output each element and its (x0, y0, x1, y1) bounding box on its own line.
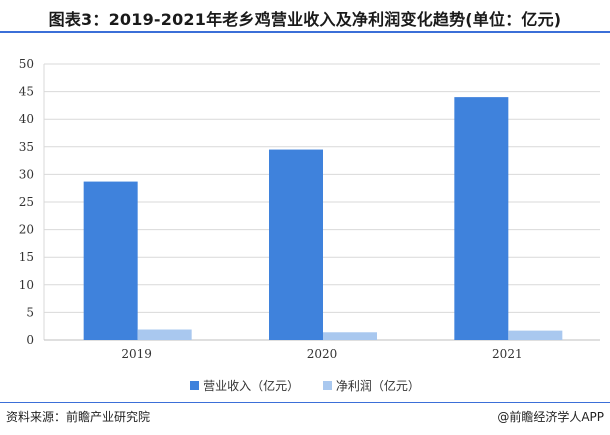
bar-profit (323, 332, 377, 340)
x-tick-label: 2021 (492, 347, 523, 360)
bar-revenue (269, 149, 323, 340)
legend-item-revenue: 营业收入（亿元） (190, 377, 299, 394)
y-tick-label: 15 (19, 250, 34, 264)
y-tick-label: 25 (19, 195, 34, 209)
y-tick-label: 50 (19, 57, 34, 71)
bar-chart: 0 5 10 15 20 25 30 35 40 45 50 2019 2020 2021 (19, 57, 600, 361)
chart-legend: 营业收入（亿元） 净利润（亿元） (0, 377, 610, 394)
x-tick-label: 2019 (121, 347, 152, 360)
y-tick-label: 20 (19, 223, 34, 237)
legend-swatch-profit (322, 381, 332, 390)
source-divider (0, 402, 610, 403)
bar-revenue (83, 181, 138, 340)
y-tick-label: 10 (19, 278, 34, 292)
legend-label-profit: 净利润（亿元） (335, 379, 420, 393)
y-tick-label: 5 (26, 305, 34, 319)
chart-title: 图表3：2019-2021年老乡鸡营业收入及净利润变化趋势(单位：亿元) (48, 10, 562, 29)
source-note: 资料来源：前瞻产业研究院 (6, 410, 151, 424)
legend-swatch-revenue (190, 381, 200, 390)
y-tick-label: 45 (19, 85, 34, 99)
chart-area: 0 5 10 15 20 25 30 35 40 45 50 2019 2020 2021 (0, 40, 610, 361)
bar-revenue (454, 97, 509, 340)
legend-item-profit: 净利润（亿元） (322, 377, 420, 394)
bar-profit (508, 330, 563, 340)
y-tick-label: 35 (19, 140, 34, 154)
x-tick-label: 2020 (307, 347, 338, 360)
bar-profit (137, 329, 192, 340)
y-tick-label: 30 (19, 167, 34, 181)
watermark-text: @前瞻经济学人APP (497, 410, 604, 424)
title-divider (0, 31, 610, 33)
y-tick-label: 40 (19, 112, 34, 126)
y-tick-label: 0 (26, 333, 34, 347)
legend-label-revenue: 营业收入（亿元） (203, 379, 300, 393)
